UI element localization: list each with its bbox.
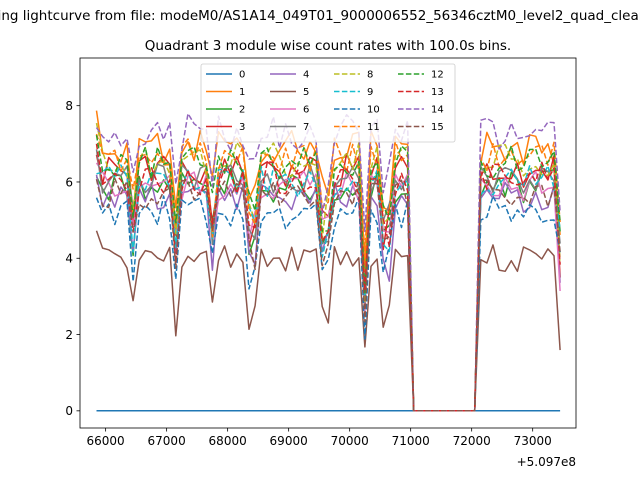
legend-label-10: 10 xyxy=(367,105,380,116)
series-line-11 xyxy=(95,133,561,412)
axes-layer: 66000 67000 68000 69000 70000 71000 72000 73000… xyxy=(65,57,577,448)
legend-label-9: 9 xyxy=(367,87,373,98)
x-tick-label: 67000 xyxy=(148,434,186,448)
legend-label-0: 0 xyxy=(239,70,245,81)
x-tick-label: 73000 xyxy=(514,434,552,448)
legend-label-13: 13 xyxy=(431,87,444,98)
y-tick-label: 2 xyxy=(65,328,73,342)
x-tick-label: 72000 xyxy=(453,434,491,448)
x-tick-label: 68000 xyxy=(209,434,247,448)
series-line-15 xyxy=(95,177,561,412)
series-line-10 xyxy=(95,195,561,412)
legend-label-3: 3 xyxy=(239,122,245,133)
legend-label-4: 4 xyxy=(303,70,309,81)
legend-label-12: 12 xyxy=(431,70,444,81)
series-line-13 xyxy=(95,143,561,412)
series-line-5 xyxy=(95,230,561,412)
y-tick-label: 6 xyxy=(65,175,73,189)
figure-suptitle: Plotting lightcurve from file: modeM0/AS… xyxy=(0,8,640,24)
series-line-14 xyxy=(95,112,561,412)
y-tick-label: 4 xyxy=(65,252,73,266)
legend-label-2: 2 xyxy=(239,105,245,116)
chart-title: Quadrant 3 module wise count rates with … xyxy=(145,38,511,54)
x-tick-label: 71000 xyxy=(392,434,430,448)
series-layer xyxy=(95,110,561,412)
legend-label-8: 8 xyxy=(367,70,373,81)
series-line-8 xyxy=(95,122,561,412)
x-tick-label: 66000 xyxy=(87,434,125,448)
x-tick-label: 69000 xyxy=(270,434,308,448)
legend-label-5: 5 xyxy=(303,87,309,98)
legend-box xyxy=(200,63,456,143)
plot-area-frame xyxy=(79,57,577,429)
legend-label-11: 11 xyxy=(367,122,380,133)
legend-label-6: 6 xyxy=(303,105,309,116)
legend-label-7: 7 xyxy=(303,122,309,133)
legend-label-15: 15 xyxy=(431,122,444,133)
y-tick-label: 8 xyxy=(65,99,73,113)
y-tick-label: 0 xyxy=(65,404,73,418)
x-axis-offset-label: +5.097e8 xyxy=(517,455,576,469)
legend-label-1: 1 xyxy=(239,87,245,98)
x-tick-label: 70000 xyxy=(331,434,369,448)
legend-label-14: 14 xyxy=(431,105,444,116)
